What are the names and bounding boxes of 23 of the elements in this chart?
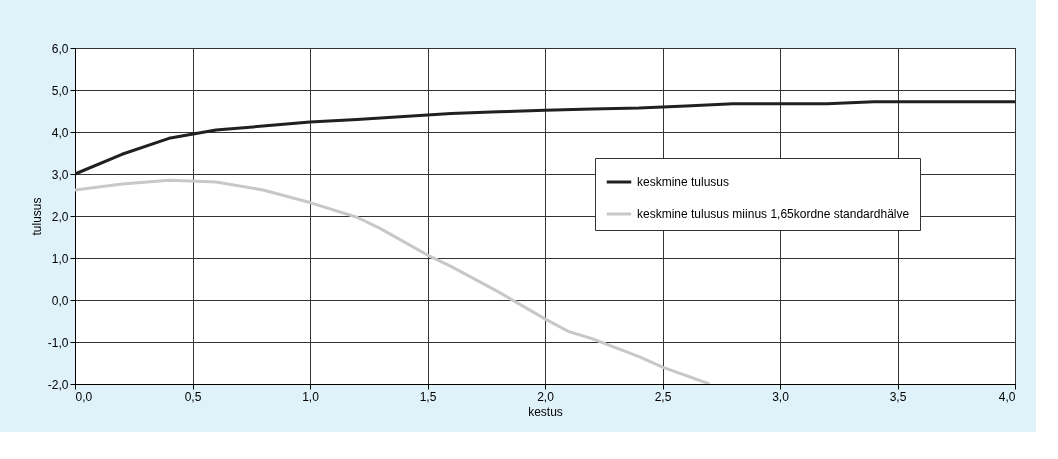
y-axis-title: tulusus — [29, 197, 44, 236]
y-tick-label: 2,0 — [51, 209, 69, 224]
y-tick-label: 1,0 — [51, 251, 69, 266]
x-axis-title: kestus — [528, 404, 563, 419]
x-tick-label: 1,5 — [419, 389, 437, 404]
y-tick-label: 3,0 — [51, 167, 69, 182]
y-tick-label: 6,0 — [51, 41, 69, 56]
x-tick-label: 2,0 — [537, 389, 555, 404]
y-tick-label: 5,0 — [51, 83, 69, 98]
y-tick-label: 4,0 — [51, 125, 69, 140]
legend-label: keskmine tulusus miinus 1,65kordne standardhälve — [637, 207, 910, 221]
y-tick-label: -1,0 — [47, 335, 69, 350]
y-tick-label: -2,0 — [47, 377, 69, 392]
x-tick-label: 3,5 — [889, 389, 907, 404]
y-tick-label: 0,0 — [51, 293, 69, 308]
x-tick-label: 1,0 — [302, 389, 320, 404]
x-tick-label: 0,5 — [184, 389, 202, 404]
x-tick-label: 2,5 — [654, 389, 672, 404]
x-tick-label: 3,0 — [772, 389, 790, 404]
x-tick-label: 4,0 — [998, 389, 1016, 404]
x-tick-label: 0,0 — [75, 389, 93, 404]
legend-label: keskmine tulusus — [637, 175, 730, 189]
line-series — [75, 100, 1015, 176]
